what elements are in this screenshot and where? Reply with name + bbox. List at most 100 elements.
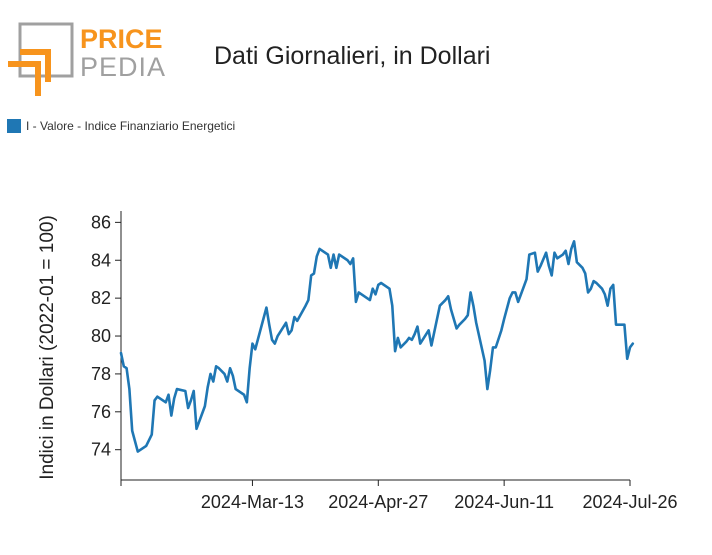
data-point xyxy=(534,251,536,254)
data-point xyxy=(296,320,298,322)
logo-word-pedia: PEDIA xyxy=(80,52,166,82)
data-point xyxy=(153,399,156,402)
data-point xyxy=(335,267,338,269)
data-point xyxy=(514,291,517,294)
data-point xyxy=(430,344,433,347)
data-point xyxy=(444,299,447,301)
data-point xyxy=(455,327,458,330)
data-point xyxy=(576,261,578,263)
data-point xyxy=(187,407,189,409)
pricepedia-logo: PRICE PEDIA xyxy=(8,22,166,96)
data-point xyxy=(581,267,584,269)
data-point xyxy=(545,251,547,254)
data-point xyxy=(508,297,511,299)
data-point xyxy=(595,282,598,284)
legend-label: I - Valore - Indice Finanziario Energeti… xyxy=(26,119,236,133)
data-point xyxy=(427,329,430,332)
data-point xyxy=(556,257,559,260)
x-tick-label: 2024-Jun-11 xyxy=(454,492,554,512)
data-point xyxy=(539,265,542,267)
data-point xyxy=(349,263,352,265)
axes: 74 76 78 80 82 84 86 2024-Mar-13 2024-Apr-27 2024… xyxy=(37,211,678,512)
data-point xyxy=(450,308,452,311)
data-point xyxy=(500,329,503,332)
data-point xyxy=(346,259,349,262)
data-point xyxy=(590,287,592,290)
data-point xyxy=(553,251,556,254)
data-point xyxy=(511,291,514,294)
data-point xyxy=(632,342,634,345)
data-point xyxy=(125,367,128,370)
data-point xyxy=(246,401,248,404)
data-point xyxy=(176,388,178,390)
data-point xyxy=(243,393,245,396)
data-point xyxy=(338,253,340,256)
data-point xyxy=(447,295,450,298)
data-point xyxy=(223,373,226,375)
data-point xyxy=(268,323,271,326)
data-point xyxy=(564,249,567,252)
data-point xyxy=(369,299,371,301)
data-point xyxy=(612,284,615,286)
data-point xyxy=(413,333,416,335)
data-point xyxy=(494,346,497,349)
y-axis-title: Indici in Dollari (2022-01 = 100) xyxy=(37,215,58,480)
x-tick-label: 2024-Mar-13 xyxy=(201,492,304,512)
x-tick-label: 2024-Jul-26 xyxy=(582,492,677,512)
data-point xyxy=(567,263,570,265)
data-point xyxy=(626,357,628,360)
chart-title: Dati Giornalieri, in Dollari xyxy=(214,42,491,70)
data-point xyxy=(399,346,402,349)
data-point xyxy=(433,331,436,334)
data-point xyxy=(131,429,133,432)
data-point xyxy=(391,304,394,307)
data-point xyxy=(606,304,609,307)
data-point xyxy=(615,323,617,326)
data-point xyxy=(204,405,206,407)
data-point xyxy=(293,316,296,318)
y-tick-label: 78 xyxy=(91,364,111,384)
data-point xyxy=(271,339,273,341)
y-tick-label: 74 xyxy=(91,440,111,460)
data-point xyxy=(629,346,631,349)
data-point xyxy=(408,337,410,339)
data-point xyxy=(458,323,461,326)
data-point xyxy=(120,352,122,354)
y-tick-label: 86 xyxy=(91,212,111,232)
data-point xyxy=(405,340,408,343)
data-point xyxy=(192,390,195,392)
logo-word-price: PRICE xyxy=(80,24,163,54)
series-line xyxy=(119,240,635,453)
data-point xyxy=(162,399,164,402)
data-point xyxy=(288,333,290,335)
data-point xyxy=(573,240,575,243)
data-point xyxy=(397,337,399,339)
data-point xyxy=(156,395,159,398)
data-point xyxy=(604,293,606,296)
data-point xyxy=(332,253,335,256)
data-point xyxy=(234,388,237,390)
data-point xyxy=(209,373,212,375)
logo-orange-corner-outer xyxy=(8,61,41,96)
data-point xyxy=(274,342,276,345)
data-point xyxy=(548,265,550,267)
y-tick-label: 82 xyxy=(91,288,111,308)
data-point xyxy=(212,380,215,383)
data-point xyxy=(254,348,257,351)
data-point xyxy=(150,433,153,436)
data-point xyxy=(285,321,287,324)
y-tick-label: 80 xyxy=(91,326,111,346)
data-point xyxy=(173,397,175,400)
data-point xyxy=(229,367,231,370)
data-point xyxy=(562,253,564,256)
data-point xyxy=(623,323,626,326)
data-point xyxy=(232,375,234,377)
data-point xyxy=(265,306,268,309)
data-point xyxy=(190,399,192,402)
data-point xyxy=(411,339,413,341)
data-point xyxy=(587,291,589,294)
data-point xyxy=(416,325,419,328)
data-point xyxy=(164,401,167,404)
data-point xyxy=(464,318,466,320)
data-point xyxy=(290,329,293,332)
